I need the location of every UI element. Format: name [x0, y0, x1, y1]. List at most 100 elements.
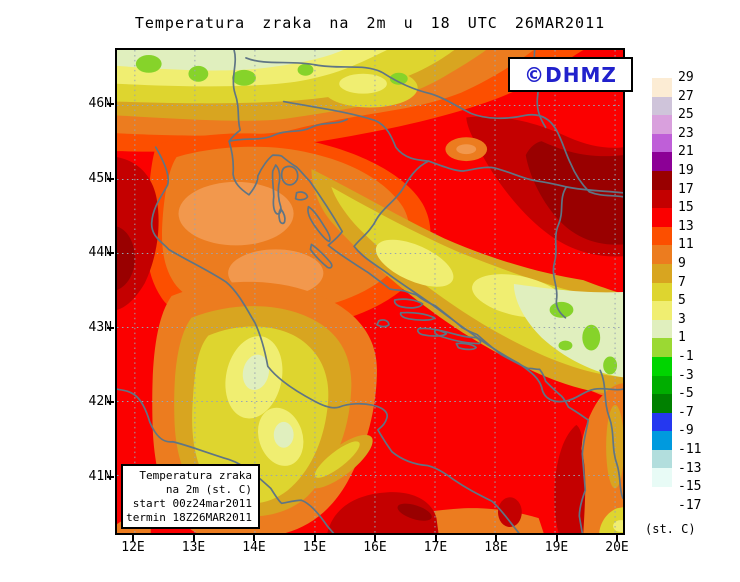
legend-value: -15: [678, 479, 702, 495]
northeast-warm-region: [445, 116, 623, 257]
legend-swatch: [652, 78, 672, 97]
island-dugi-otok: [309, 243, 333, 269]
lon-tick-label: 14E: [242, 540, 266, 555]
dhmz-watermark-text: ©DHMZ: [524, 62, 617, 87]
lon-tick-label: 15E: [302, 540, 327, 555]
lon-tick-label: 12E: [121, 540, 145, 555]
legend-swatch: [652, 263, 672, 283]
island-rab: [294, 191, 309, 201]
tick-mark: [253, 535, 255, 541]
legend-swatch: [652, 170, 672, 190]
info-line: termin 18Z26MAR2011: [126, 511, 252, 524]
legend-value: 27: [678, 88, 694, 104]
island-mljet: [455, 342, 478, 351]
info-line: Temperatura zraka: [139, 469, 252, 482]
legend-value: 15: [678, 200, 694, 216]
legend-value: -17: [678, 497, 702, 513]
info-line: na 2m (st. C): [165, 483, 252, 496]
legend-value: 5: [678, 293, 686, 309]
legend-swatch: [652, 449, 672, 469]
legend-value: 21: [678, 144, 694, 160]
legend-swatch: [652, 375, 672, 395]
lat-tick-label: 45N: [88, 170, 112, 186]
island-hvar: [399, 311, 436, 321]
legend-swatch: [652, 338, 672, 357]
run-info-box: Temperatura zraka na 2m (st. C) start 00…: [121, 464, 260, 529]
info-line: start 00z24mar2011: [132, 497, 252, 510]
legend-value: -7: [678, 404, 694, 420]
legend-swatch: [652, 412, 672, 432]
legend-value: 17: [678, 181, 694, 197]
legend-value: 19: [678, 163, 694, 178]
sava-river: [282, 100, 623, 194]
croatia-coast: [228, 129, 590, 533]
island-krk: [280, 165, 299, 186]
peljesac-peninsula: [433, 328, 482, 345]
border-layer: [228, 50, 623, 500]
legend-value: 29: [678, 70, 694, 85]
tick-mark: [495, 535, 497, 541]
legend-value: 25: [678, 107, 694, 123]
chart-title: Temperatura zraka na 2m u 18 UTC 26MAR20…: [134, 14, 606, 32]
italy-adriatic-coast: [150, 146, 520, 533]
tick-mark: [374, 535, 376, 541]
graticule: [117, 50, 623, 533]
tick-mark: [107, 326, 114, 329]
legend-swatch: [652, 319, 672, 339]
legend-swatch: [652, 394, 672, 413]
north-temp-bands: [117, 50, 584, 152]
legend-swatch: [652, 468, 672, 488]
legend-value: -13: [678, 460, 702, 476]
island-vis: [376, 319, 390, 328]
legend-value: -11: [678, 442, 702, 457]
legend-swatch: [652, 226, 672, 246]
west-edge-warm-patch: [117, 157, 159, 310]
tick-mark: [107, 476, 114, 478]
island-brac: [393, 298, 424, 309]
lat-tick-label: 43N: [88, 319, 112, 335]
italy-slovenia-border: [232, 50, 241, 131]
tick-mark: [107, 177, 114, 180]
tick-mark: [192, 535, 195, 541]
legend-value: -5: [678, 386, 694, 402]
dinaric-cool-band: [311, 169, 623, 396]
tick-mark: [107, 252, 114, 255]
legend-swatch: [652, 282, 672, 302]
lon-tick-label: 13E: [181, 540, 206, 555]
tick-mark: [434, 535, 437, 541]
legend-swatch: [652, 431, 672, 450]
legend-value: 3: [678, 311, 686, 327]
island-layer: [271, 164, 482, 351]
map-plot: [115, 48, 625, 535]
legend-value: 7: [678, 274, 686, 290]
legend-value: 23: [678, 125, 694, 141]
legend-swatch: [652, 152, 672, 171]
legend-value: 1: [678, 330, 686, 346]
island-losinj: [278, 207, 286, 225]
island-pag: [307, 205, 331, 243]
bosnia-border: [353, 160, 623, 403]
legend-value: -9: [678, 423, 694, 439]
legend-swatch: [652, 189, 672, 209]
tick-mark: [107, 401, 114, 404]
lat-tick-label: 42N: [88, 394, 112, 410]
legend-swatch: [652, 487, 672, 506]
tick-mark: [132, 535, 134, 541]
lon-tick-label: 20E: [605, 540, 629, 555]
legend-swatch: [652, 356, 672, 376]
albania-border: [599, 369, 623, 500]
drina-river: [552, 186, 568, 319]
legend-swatch: [652, 133, 672, 153]
legend-value: 13: [678, 218, 694, 234]
lon-tick-label: 16E: [363, 540, 387, 555]
north-borders: [245, 57, 623, 198]
lat-tick-label: 44N: [88, 245, 112, 261]
dhmz-watermark: ©DHMZ: [508, 57, 633, 92]
lat-tick-label: 41N: [88, 469, 112, 484]
lon-tick-label: 17E: [423, 540, 448, 555]
tick-mark: [616, 535, 618, 541]
legend-swatch: [652, 96, 672, 116]
tick-mark: [107, 103, 114, 105]
legend-swatch: [652, 245, 672, 264]
lon-tick-label: 19E: [544, 540, 569, 555]
